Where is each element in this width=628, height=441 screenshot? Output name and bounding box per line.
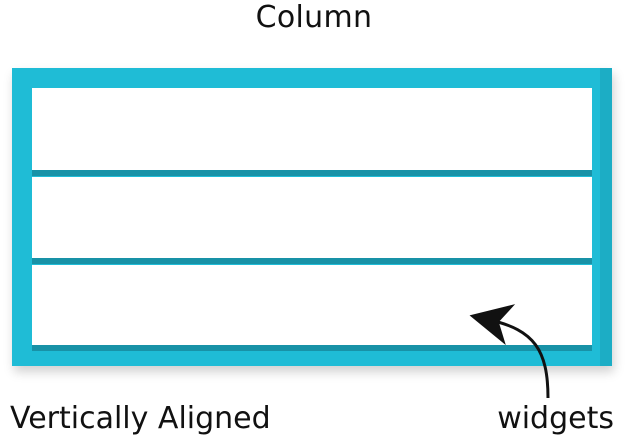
caption-widgets: widgets (497, 401, 614, 436)
widget-box-1 (32, 88, 592, 170)
column-container (12, 68, 612, 366)
column-title: Column (255, 0, 373, 35)
caption-vertically-aligned: Vertically Aligned (10, 401, 271, 436)
widget-box-2 (32, 177, 592, 258)
column-shadow (600, 68, 612, 366)
widget-box-3 (32, 265, 592, 345)
